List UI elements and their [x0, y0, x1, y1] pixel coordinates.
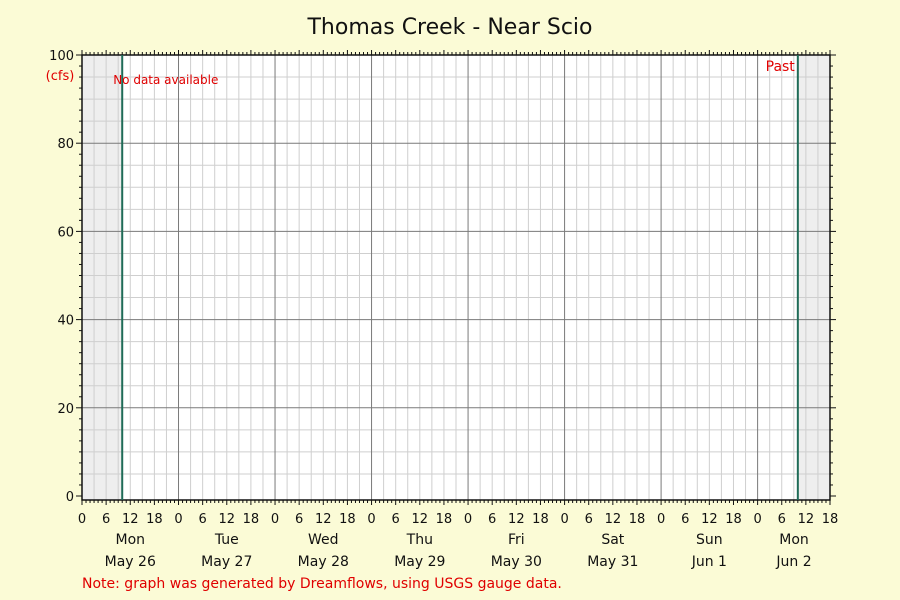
x-tick-label: 6 [681, 512, 689, 527]
x-tick-label: 0 [271, 512, 279, 527]
x-tick-label: 0 [560, 512, 568, 527]
y-axis-unit-label: (cfs) [46, 69, 75, 84]
x-tick-label: 6 [778, 512, 786, 527]
y-tick-label: 0 [66, 490, 74, 505]
no-data-annotation: No data available [113, 73, 218, 87]
x-day-weekday-label: Sun [696, 532, 723, 548]
shaded-region-start [82, 55, 123, 500]
x-tick-label: 6 [102, 512, 110, 527]
x-tick-label: 12 [508, 512, 525, 527]
x-day-date-label: May 29 [394, 554, 445, 570]
x-tick-label: 18 [532, 512, 549, 527]
x-tick-label: 0 [657, 512, 665, 527]
x-day-date-label: May 30 [491, 554, 542, 570]
x-day-weekday-label: Fri [508, 532, 525, 548]
x-tick-label: 6 [488, 512, 496, 527]
y-tick-label: 60 [57, 225, 74, 240]
x-tick-label: 0 [78, 512, 86, 527]
x-tick-label: 6 [392, 512, 400, 527]
x-tick-label: 12 [219, 512, 236, 527]
x-tick-label: 18 [339, 512, 356, 527]
x-day-weekday-label: Thu [406, 532, 433, 548]
x-tick-label: 6 [585, 512, 593, 527]
x-tick-label: 18 [146, 512, 163, 527]
x-day-date-label: Jun 2 [775, 554, 811, 570]
x-tick-label: 18 [822, 512, 839, 527]
x-day-weekday-label: Sat [601, 532, 624, 548]
x-tick-label: 12 [701, 512, 718, 527]
x-tick-label: 18 [243, 512, 260, 527]
chart-title: Thomas Creek - Near Scio [306, 15, 592, 40]
x-day-weekday-label: Mon [115, 532, 145, 548]
x-tick-label: 18 [725, 512, 742, 527]
y-tick-label: 80 [57, 137, 74, 152]
x-tick-label: 12 [315, 512, 332, 527]
x-tick-label: 12 [798, 512, 815, 527]
x-tick-label: 12 [605, 512, 622, 527]
x-day-weekday-label: Wed [308, 532, 339, 548]
footer-note: Note: graph was generated by Dreamflows,… [82, 576, 562, 592]
shaded-region-past [797, 55, 830, 500]
past-annotation: Past [766, 59, 796, 75]
x-day-date-label: May 27 [201, 554, 252, 570]
x-tick-label: 0 [367, 512, 375, 527]
x-day-date-label: May 28 [298, 554, 349, 570]
x-day-weekday-label: Mon [779, 532, 809, 548]
x-tick-label: 12 [122, 512, 139, 527]
x-tick-label: 12 [412, 512, 429, 527]
x-day-weekday-label: Tue [214, 532, 239, 548]
x-tick-label: 18 [436, 512, 453, 527]
y-tick-label: 20 [57, 402, 74, 417]
y-tick-label: 40 [57, 314, 74, 329]
x-day-date-label: Jun 1 [691, 554, 727, 570]
x-tick-label: 6 [295, 512, 303, 527]
x-tick-label: 6 [199, 512, 207, 527]
x-tick-label: 18 [629, 512, 646, 527]
y-tick-label: 100 [49, 49, 74, 64]
x-tick-label: 0 [464, 512, 472, 527]
x-day-date-label: May 31 [587, 554, 638, 570]
x-tick-label: 0 [174, 512, 182, 527]
x-tick-label: 0 [753, 512, 761, 527]
x-day-date-label: May 26 [105, 554, 156, 570]
